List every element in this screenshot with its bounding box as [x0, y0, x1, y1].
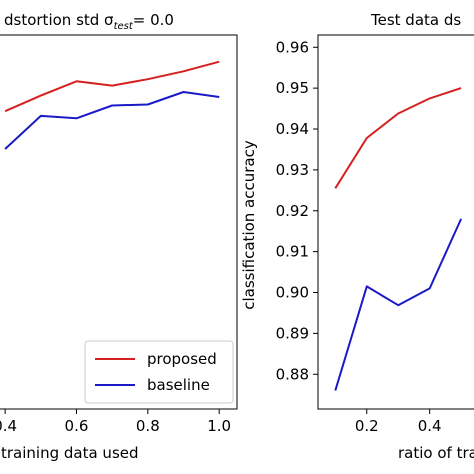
right-series-baseline [334, 218, 463, 391]
legend-label-baseline: baseline [147, 376, 210, 394]
left-axes-frame [0, 34, 238, 410]
left-x-axis-label: training data used [1, 444, 139, 462]
right-y-axis-label: classification accuracy [240, 140, 258, 310]
right-y-tick-label: 0.94 [276, 120, 309, 138]
right-x-tick-label: 0.4 [418, 417, 442, 435]
right-y-tick-label: 0.92 [276, 202, 309, 220]
right-y-tick-label: 0.96 [276, 38, 309, 56]
right-plot-area: 0.2 0.4 0.88 0.89 0.90 0.91 0.92 0.93 0.94 0.95 0.… [276, 34, 474, 435]
right-y-tick-label: 0.88 [276, 365, 309, 383]
right-x-axis-label: ratio of trai [398, 444, 474, 462]
right-y-tick-label: 0.91 [276, 243, 309, 261]
right-y-tick-label: 0.90 [276, 284, 309, 302]
left-x-tick-label: 0.4 [0, 417, 17, 435]
left-title: dstortion std σtest= 0.0 [4, 11, 174, 32]
legend-box [84, 340, 234, 404]
right-y-tick-label: 0.95 [276, 79, 309, 97]
legend-label-proposed: proposed [147, 350, 217, 368]
right-panel: Test data ds 0.2 0.40.880.890.900.910.920… [240, 11, 474, 462]
left-plot-area: 0.4 0.6 0.8 1.0 [0, 34, 238, 435]
left-title-tail: = 0.0 [133, 11, 174, 29]
left-x-tick-label: 1.0 [207, 417, 231, 435]
right-y-tick-label: 0.89 [276, 324, 309, 342]
left-series-baseline [4, 91, 220, 150]
left-panel: dstortion std σtest= 0.0 0.4 0.6 0.8 1.0 tr… [0, 11, 238, 462]
left-series-proposed [4, 60, 220, 113]
left-x-tick-label: 0.6 [65, 417, 89, 435]
left-x-tick-label: 0.8 [136, 417, 160, 435]
right-x-tick-label: 0.2 [355, 417, 379, 435]
left-legend: proposed baseline [84, 340, 234, 404]
left-title-sub: test [114, 21, 134, 32]
right-title: Test data ds [370, 11, 461, 29]
left-title-main: dstortion std σ [4, 11, 114, 29]
right-y-tick-label: 0.93 [276, 161, 309, 179]
right-axes-frame [317, 34, 474, 410]
right-series-proposed [334, 87, 462, 189]
